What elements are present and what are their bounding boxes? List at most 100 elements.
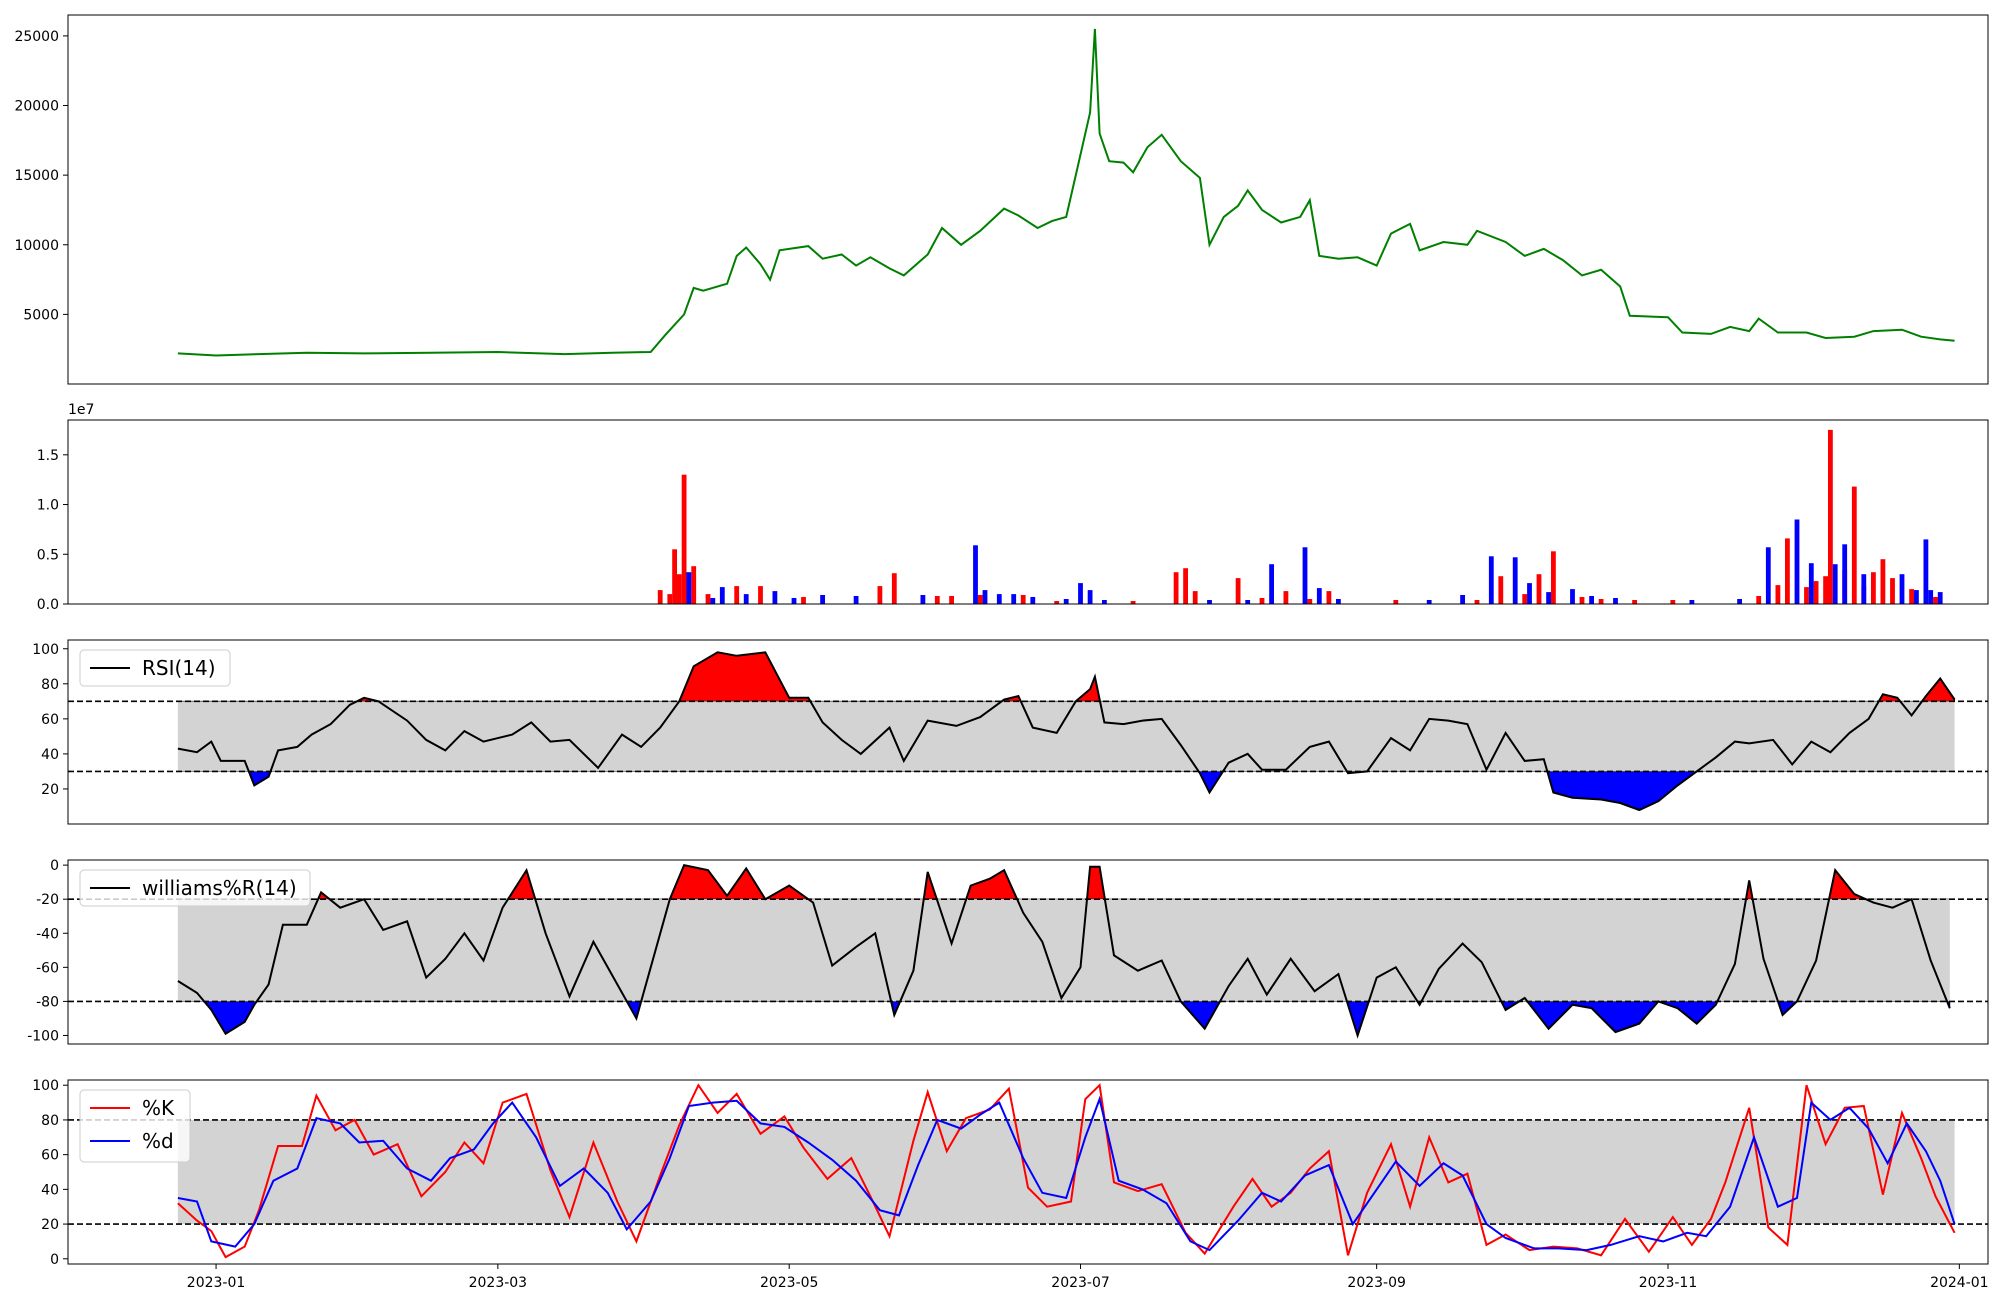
volume-bar-up — [1020, 595, 1026, 604]
volume-bar-down — [1842, 544, 1848, 604]
volume-bar-up — [1579, 597, 1585, 604]
volume-bar-down — [1488, 556, 1494, 604]
volume-bar-down — [920, 595, 926, 604]
volume-bar-down — [1087, 590, 1093, 604]
d-line — [177, 1095, 1956, 1252]
y-tick-label: 40 — [41, 1182, 59, 1198]
volume-bar-up — [977, 595, 983, 604]
volume-bar-down — [1336, 599, 1341, 604]
y-tick-label: 0.5 — [37, 547, 59, 563]
volume-bar-down — [719, 587, 725, 604]
y-tick-label: 1.5 — [37, 448, 59, 464]
volume-bar-down — [1689, 600, 1695, 604]
volume-bar-down — [1861, 574, 1867, 604]
volume-bar-up — [691, 566, 697, 604]
volume-bar-up — [801, 597, 806, 604]
volume-bar-down — [1737, 599, 1742, 604]
volume-bar-down — [1512, 557, 1518, 604]
volume-bar-down — [1928, 590, 1934, 604]
volume-bar-down — [1460, 595, 1465, 604]
y-tick-label: 100 — [32, 642, 59, 658]
volume-bar-up — [1828, 429, 1833, 604]
volume-bar-up — [1130, 601, 1136, 604]
legend-stochastic: %K %d — [79, 1089, 191, 1163]
neutral-band — [177, 701, 1955, 772]
x-tick-label: 2023-07 — [1051, 1275, 1110, 1291]
volume-bar-up — [1183, 568, 1188, 604]
y-tick-label: 20 — [41, 1217, 59, 1233]
volume-bar-down — [1832, 564, 1838, 604]
volume-bar-down — [1589, 596, 1594, 604]
volume-bar-up — [705, 594, 711, 604]
volume-bar-up — [1823, 576, 1828, 604]
volume-bar-up — [1785, 538, 1790, 604]
volume-bar-down — [791, 598, 797, 604]
volume-bar-down — [996, 594, 1002, 604]
volume-bar-up — [657, 590, 663, 604]
legend-label: %K — [142, 1096, 175, 1120]
volume-bar-down — [820, 595, 825, 604]
volume-bar-down — [1527, 583, 1532, 604]
y-tick-label: -20 — [36, 892, 59, 908]
neutral-band — [177, 899, 1950, 1002]
volume-bar-up — [1307, 599, 1313, 604]
y-tick-label: 60 — [41, 712, 59, 728]
y-tick-label: -80 — [36, 994, 59, 1010]
volume-bar-up — [1173, 572, 1179, 604]
x-tick-label: 2023-01 — [187, 1275, 246, 1291]
volume-bar-down — [1030, 597, 1036, 604]
volume-bar-down — [973, 545, 978, 604]
volume-bar-down — [686, 572, 692, 604]
plot-frame — [67, 14, 1989, 385]
volume-bar-up — [1775, 585, 1781, 604]
y-tick-label: 10000 — [14, 238, 59, 254]
volume-scale-label: 1e7 — [68, 402, 94, 418]
williamsR14-line — [177, 863, 1951, 1039]
plot-frame — [67, 859, 1989, 1045]
volume-bar-down — [1808, 563, 1814, 604]
y-tick-label: 80 — [41, 677, 59, 693]
RSI14-line — [177, 651, 1956, 812]
volume-bar-up — [891, 573, 897, 604]
price-line — [177, 28, 1955, 357]
volume-bar-up — [949, 596, 954, 604]
volume-bar-up — [1756, 596, 1762, 604]
overbought-fill-group — [177, 864, 1951, 900]
volume-bar-up — [667, 594, 673, 604]
volume-bar-down — [982, 590, 988, 604]
plot-frame — [67, 419, 1989, 605]
volume-bar-down — [710, 598, 716, 604]
y-tick-label: -100 — [27, 1028, 59, 1044]
y-tick-label: 20 — [41, 782, 59, 798]
y-tick-label: 0 — [50, 858, 59, 874]
y-tick-label: 100 — [32, 1078, 59, 1094]
volume-bar-down — [1613, 598, 1618, 604]
volume-bar-down — [1546, 592, 1551, 604]
volume-bar-up — [1235, 578, 1241, 604]
x-tick-label: 2023-09 — [1347, 1275, 1406, 1291]
volume-bar-up — [877, 586, 883, 604]
legend-label: %d — [142, 1129, 174, 1153]
legend-label: RSI(14) — [142, 656, 216, 680]
volume-bar-up — [1326, 591, 1332, 604]
volume-bar-down — [1765, 547, 1771, 604]
x-tick-label: 2024-01 — [1930, 1275, 1989, 1291]
legend-frame — [79, 649, 231, 687]
volume-bar-up — [1551, 551, 1556, 604]
legend-rsi: RSI(14) — [79, 649, 231, 687]
volume-bar-up — [1871, 572, 1876, 604]
plot-frame — [67, 639, 1989, 825]
neutral-band — [177, 1119, 1955, 1225]
volume-bar-up — [1054, 601, 1060, 604]
volume-bar-down — [1570, 589, 1575, 604]
volume-bar-down — [772, 591, 778, 604]
volume-bar-down — [1245, 600, 1251, 604]
overbought-fill — [177, 864, 1951, 900]
volume-bar-up — [1536, 574, 1542, 604]
volume-bar-up — [1670, 600, 1676, 604]
volume-bar-up — [1598, 599, 1604, 604]
volume-bar-up — [934, 596, 940, 604]
volume-bar-down — [1269, 564, 1274, 604]
volume-bar-up — [676, 574, 682, 604]
volume-bar-down — [1063, 599, 1069, 604]
